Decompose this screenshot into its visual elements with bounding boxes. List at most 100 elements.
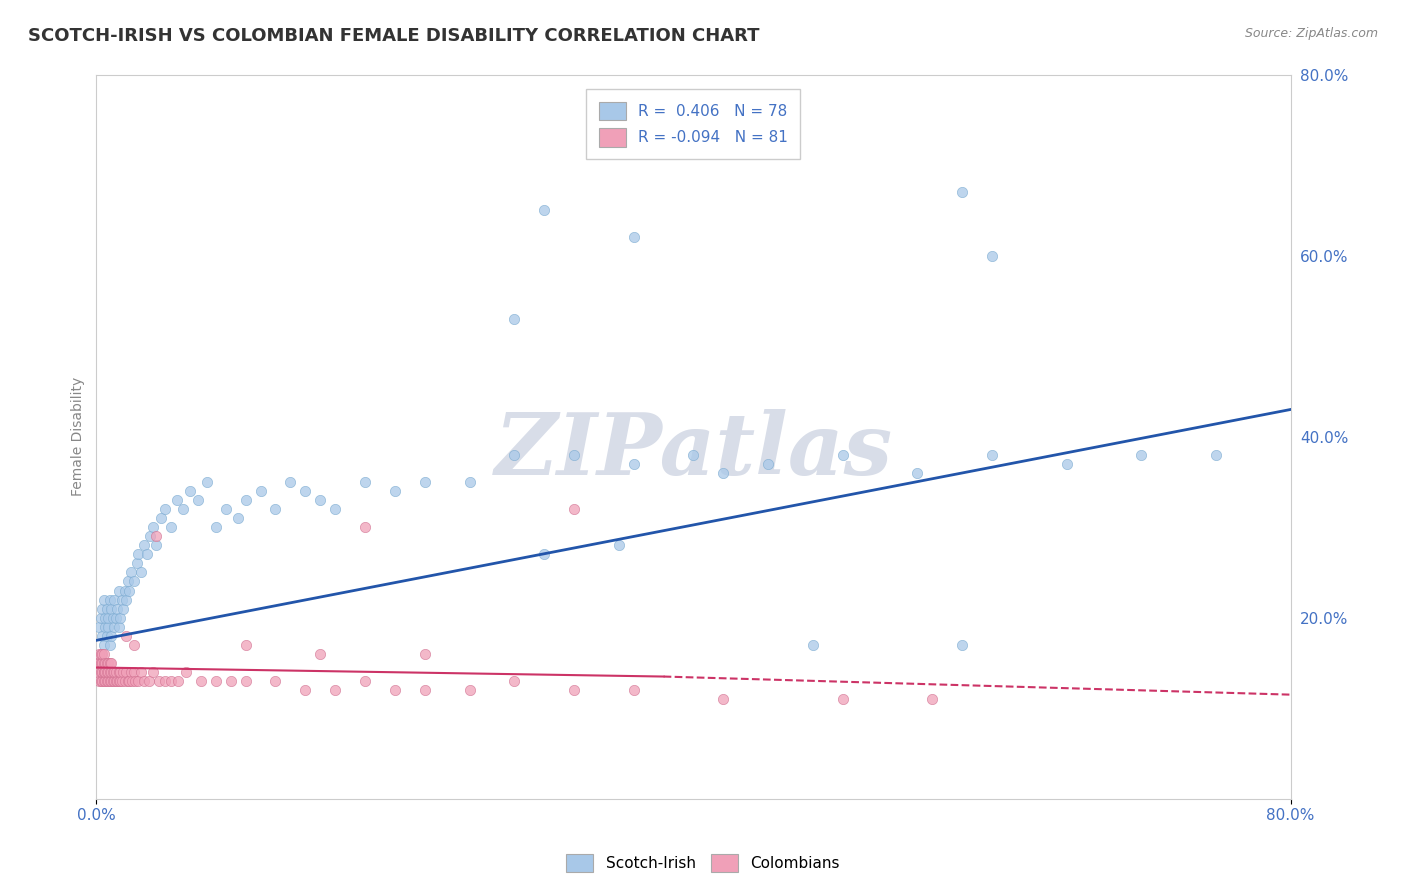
Point [118,583,141,598]
Text: SCOTCH-IRISH VS COLOMBIAN FEMALE DISABILITY CORRELATION CHART: SCOTCH-IRISH VS COLOMBIAN FEMALE DISABIL… [28,27,759,45]
Point [145,529,167,543]
Point [124,674,146,689]
Point [105,601,128,615]
Point [110,674,132,689]
Point [204,520,226,534]
Point [120,665,142,679]
Point [139,529,162,543]
Point [187,493,209,508]
Point [950,638,973,652]
Point [94,610,117,624]
Point [100,629,122,643]
Point [235,493,257,508]
Point [89,620,111,634]
Point [117,574,139,589]
Point [93,592,115,607]
Point [235,638,257,652]
Point [533,203,555,218]
Point [91,629,114,643]
Point [101,674,124,689]
Point [96,665,118,679]
Point [711,692,734,706]
Point [91,647,114,661]
Point [226,511,249,525]
Point [115,629,138,643]
Point [89,674,111,689]
Point [107,583,129,598]
Point [172,502,194,516]
Point [111,674,134,689]
Point [97,665,120,679]
Point [1056,457,1078,471]
Point [264,502,287,516]
Point [166,493,188,508]
Point [167,674,190,689]
Point [134,674,156,689]
Point [249,483,271,498]
Point [94,656,117,670]
Point [413,475,436,489]
Point [90,647,112,661]
Point [97,610,120,624]
Point [104,674,127,689]
Point [90,610,112,624]
Point [309,647,332,661]
Point [91,665,114,679]
Point [1205,448,1227,462]
Point [145,538,167,552]
Point [94,665,117,679]
Point [93,656,115,670]
Point [905,466,928,480]
Point [195,475,218,489]
Point [219,674,242,689]
Point [91,656,114,670]
Point [103,665,125,679]
Point [623,683,645,698]
Point [97,656,120,670]
Point [801,638,824,652]
Point [90,665,112,679]
Point [323,683,346,698]
Point [125,557,148,571]
Point [94,620,117,634]
Point [98,674,121,689]
Point [711,466,734,480]
Point [98,656,121,670]
Y-axis label: Female Disability: Female Disability [72,377,86,496]
Point [354,520,377,534]
Point [91,601,114,615]
Legend: Scotch-Irish, Colombians: Scotch-Irish, Colombians [558,846,848,880]
Point [562,683,585,698]
Point [103,674,125,689]
Point [503,674,526,689]
Point [142,665,165,679]
Point [122,665,145,679]
Point [981,448,1004,462]
Text: ZIPatlas: ZIPatlas [495,409,893,493]
Point [148,674,170,689]
Point [280,475,302,489]
Point [93,647,115,661]
Point [120,566,142,580]
Point [114,583,136,598]
Point [413,647,436,661]
Point [103,592,125,607]
Point [96,674,118,689]
Point [98,592,121,607]
Text: Source: ZipAtlas.com: Source: ZipAtlas.com [1244,27,1378,40]
Point [87,656,110,670]
Point [105,674,128,689]
Point [190,674,212,689]
Point [103,620,125,634]
Point [138,674,160,689]
Point [107,665,129,679]
Point [533,547,555,561]
Point [204,674,226,689]
Point [623,230,645,244]
Point [756,457,779,471]
Point [107,674,129,689]
Point [100,601,122,615]
Point [142,520,165,534]
Point [264,674,287,689]
Point [384,483,406,498]
